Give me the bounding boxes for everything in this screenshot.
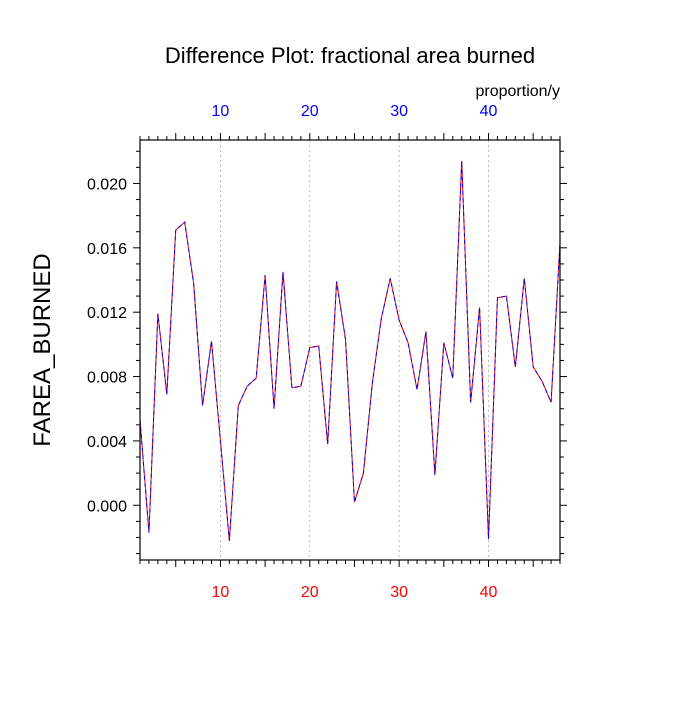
series-layer [139, 160, 561, 541]
x-tick-label-top-10: 10 [212, 103, 230, 120]
y-tick-label-0.004: 0.004 [87, 434, 127, 451]
x-tick-label-bottom-20: 20 [301, 584, 319, 601]
tick-layer [133, 133, 567, 567]
x-tick-label-bottom-30: 30 [390, 584, 408, 601]
x-tick-label-bottom-10: 10 [212, 584, 230, 601]
tick-label-layer: 10 10 20 20 30 30 40 40 0.000 0.004 0.008 0.012 0.01… [87, 103, 498, 601]
series-blue-line [139, 160, 561, 541]
y-tick-label-0.000: 0.000 [87, 498, 127, 515]
y-tick-label-0.012: 0.012 [87, 305, 127, 322]
units-label: proportion/y [476, 83, 561, 100]
series-red-line [139, 160, 561, 541]
x-tick-label-top-30: 30 [390, 103, 408, 120]
chart-title: Difference Plot: fractional area burned [165, 43, 535, 68]
y-axis-label: FAREA_BURNED [29, 253, 56, 446]
grid-layer [220, 140, 489, 560]
y-tick-label-0.016: 0.016 [87, 241, 127, 258]
x-tick-label-top-20: 20 [301, 103, 319, 120]
x-tick-label-top-40: 40 [480, 103, 498, 120]
x-tick-label-bottom-40: 40 [480, 584, 498, 601]
plot-frame [139, 139, 561, 561]
y-tick-label-0.020: 0.020 [87, 176, 127, 193]
y-tick-label-0.008: 0.008 [87, 370, 127, 387]
